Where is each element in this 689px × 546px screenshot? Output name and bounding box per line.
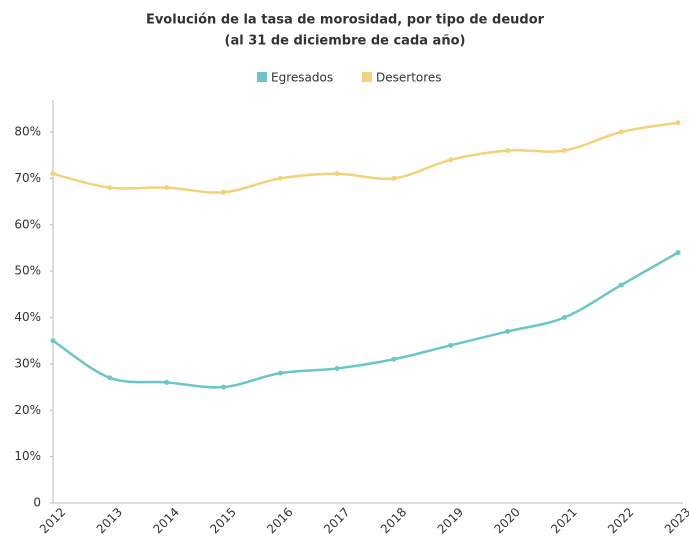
x-tick-label: 2019 xyxy=(435,505,466,536)
legend-label: Desertores xyxy=(376,71,442,85)
data-point xyxy=(334,366,340,372)
data-point xyxy=(164,379,170,385)
data-point xyxy=(220,384,226,390)
data-point xyxy=(107,375,113,381)
legend-label: Egresados xyxy=(271,71,333,85)
x-tick-label: 2013 xyxy=(94,505,125,536)
chart-title: Evolución de la tasa de morosidad, por t… xyxy=(146,13,545,28)
x-tick-label: 2018 xyxy=(378,505,409,536)
x-tick-label: 2015 xyxy=(207,505,238,536)
y-tick-label: 10% xyxy=(14,449,41,463)
x-tick-label: 2016 xyxy=(264,505,295,536)
series-line xyxy=(52,121,679,194)
legend-swatch xyxy=(257,72,267,82)
data-point xyxy=(675,250,681,256)
data-point xyxy=(391,356,397,362)
data-point xyxy=(334,171,340,177)
data-point xyxy=(448,342,454,348)
data-point xyxy=(277,175,283,181)
data-point xyxy=(277,370,283,376)
y-tick-label: 0 xyxy=(33,496,41,510)
x-tick-label: 2017 xyxy=(321,505,352,536)
x-tick-label: 2020 xyxy=(491,505,522,536)
data-point xyxy=(505,328,511,334)
data-point xyxy=(391,175,397,181)
chart-subtitle: (al 31 de diciembre de cada año) xyxy=(225,34,466,49)
data-point xyxy=(107,185,113,191)
data-point xyxy=(561,148,567,154)
data-point xyxy=(618,129,624,135)
x-tick-label: 2012 xyxy=(37,505,68,536)
data-point xyxy=(675,120,681,126)
data-point xyxy=(618,282,624,288)
data-point xyxy=(220,189,226,195)
x-tick-label: 2014 xyxy=(151,505,182,536)
y-tick-label: 40% xyxy=(14,310,41,324)
series-line xyxy=(52,251,679,389)
x-tick-label: 2022 xyxy=(605,505,636,536)
y-tick-label: 70% xyxy=(14,171,41,185)
data-point xyxy=(164,185,170,191)
data-point xyxy=(448,157,454,163)
data-point xyxy=(505,148,511,154)
data-point xyxy=(561,315,567,320)
legend-swatch xyxy=(362,72,372,82)
x-tick-label: 2021 xyxy=(548,505,579,536)
y-tick-label: 20% xyxy=(14,403,41,417)
y-tick-label: 50% xyxy=(14,264,41,278)
data-point xyxy=(50,171,56,177)
y-tick-label: 30% xyxy=(14,356,41,370)
y-tick-label: 60% xyxy=(14,217,41,231)
x-tick-label: 2023 xyxy=(662,505,689,536)
y-tick-label: 80% xyxy=(14,125,41,139)
data-point xyxy=(50,338,56,344)
